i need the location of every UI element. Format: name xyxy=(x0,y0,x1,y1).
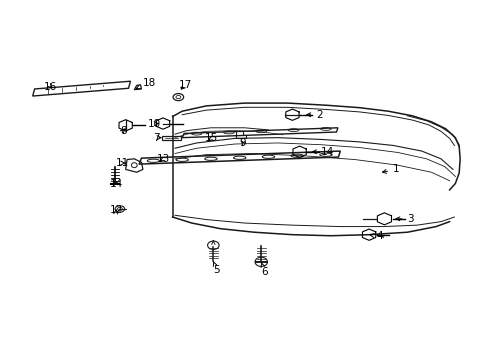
Text: 10: 10 xyxy=(147,118,161,129)
Text: 8: 8 xyxy=(120,126,126,136)
Text: 16: 16 xyxy=(44,81,57,91)
Text: 1: 1 xyxy=(382,165,399,174)
Text: 9: 9 xyxy=(239,138,246,148)
Text: 2: 2 xyxy=(306,110,323,120)
Text: 11: 11 xyxy=(116,158,129,168)
Text: 15: 15 xyxy=(205,133,218,143)
Text: 3: 3 xyxy=(395,214,413,224)
Text: 14: 14 xyxy=(109,179,122,189)
Text: 6: 6 xyxy=(261,263,267,277)
Text: 5: 5 xyxy=(213,262,220,275)
Text: 12: 12 xyxy=(109,205,122,215)
Text: 18: 18 xyxy=(136,78,156,89)
Text: 13: 13 xyxy=(157,154,170,164)
Text: 7: 7 xyxy=(153,133,161,143)
Text: 4: 4 xyxy=(369,231,382,242)
Text: 14: 14 xyxy=(312,147,334,157)
Text: 17: 17 xyxy=(178,80,191,90)
